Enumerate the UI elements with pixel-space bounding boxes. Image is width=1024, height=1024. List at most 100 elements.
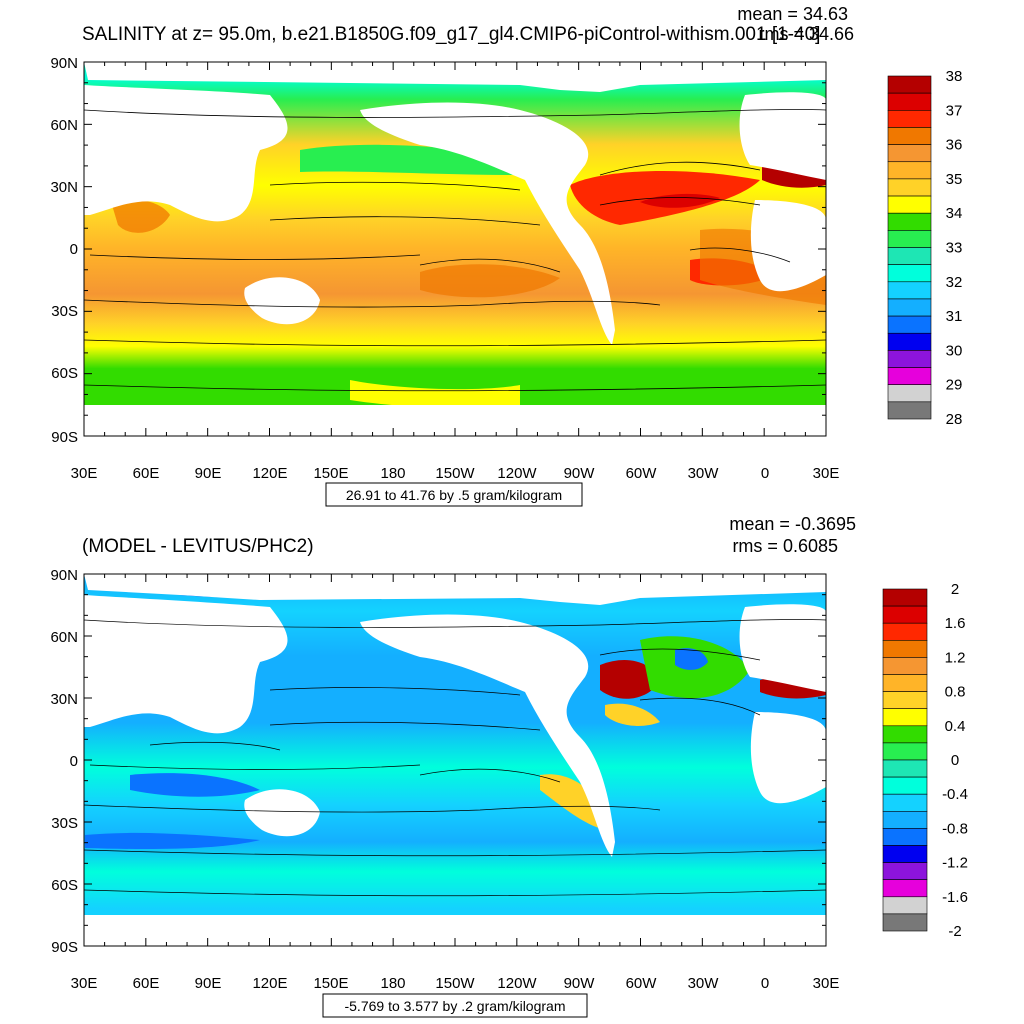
colorbar-swatch — [882, 759, 928, 778]
panel-title: SALINITY at z= 95.0m, b.e21.B1850G.f09_g… — [82, 24, 820, 45]
y-axis: 90N 60N 30N 0 30S 60S 90S — [50, 567, 78, 956]
map-field — [84, 62, 826, 436]
y-axis: 90N 60N 30N 0 30S 60S 90S — [50, 55, 78, 446]
colorbar-label: -0.8 — [942, 820, 968, 837]
colorbar-swatch — [882, 828, 928, 846]
contour-lines — [84, 109, 826, 392]
difference-panel: (MODEL - LEVITUS/PHC2) mean = -0.3695 rm… — [50, 514, 968, 1018]
atlantic-core — [640, 193, 720, 208]
x-tick-label: 150W — [435, 975, 475, 992]
y-tick-label: 90S — [51, 429, 78, 446]
rms-label: rms = 34.66 — [758, 24, 854, 44]
colorbar-label: 0.4 — [945, 718, 966, 735]
x-tick-label: 120E — [252, 975, 287, 992]
colorbar-label: 33 — [946, 240, 963, 257]
colorbar-swatch — [887, 161, 932, 180]
colorbar-label: 36 — [946, 137, 963, 154]
colorbar-label: -0.4 — [942, 786, 968, 803]
caribbean-positive — [605, 703, 660, 726]
x-tick-label: 0 — [761, 465, 769, 482]
y-tick-label: 30S — [51, 815, 78, 832]
x-tick-label: 90E — [195, 975, 222, 992]
colorbar-swatch — [882, 896, 928, 915]
colorbar-swatch — [887, 350, 932, 368]
colorbar-swatch — [882, 708, 928, 727]
colorbar-label: -1.6 — [942, 889, 968, 906]
colorbar-swatch — [882, 810, 928, 829]
colorbar-label: 0 — [951, 752, 959, 769]
x-tick-label: 180 — [380, 465, 405, 482]
colorbar-swatch — [887, 332, 932, 351]
colorbar: 38 37 36 35 34 33 32 31 30 29 28 — [887, 68, 963, 428]
x-tick-label: 120E — [252, 465, 287, 482]
colorbar-swatch — [882, 793, 928, 812]
colorbar-label: 38 — [946, 68, 963, 85]
x-tick-label: 90W — [564, 465, 596, 482]
colorbar-label: -2 — [948, 923, 961, 940]
colorbar-swatch — [882, 845, 928, 863]
y-tick-label: 60S — [51, 877, 78, 894]
colorbar-label: 1.6 — [945, 615, 966, 632]
colorbar-label: 29 — [946, 377, 963, 394]
colorbar-swatch — [882, 639, 928, 658]
y-tick-label: 60S — [51, 365, 78, 382]
y-tick-label: 60N — [50, 117, 78, 134]
colorbar-swatch — [882, 588, 928, 607]
range-label-box: -5.769 to 3.577 by .2 gram/kilogram — [322, 993, 588, 1018]
colorbar-swatch — [882, 691, 928, 709]
y-tick-label: 0 — [70, 753, 78, 770]
colorbar-swatch — [882, 725, 928, 744]
x-tick-label: 60E — [133, 465, 160, 482]
colorbar-label: 37 — [946, 102, 963, 119]
panel-title: (MODEL - LEVITUS/PHC2) — [82, 536, 314, 557]
x-tick-label: 150E — [313, 975, 348, 992]
contour-lines — [84, 619, 826, 897]
range-label-box: 26.91 to 41.76 by .5 gram/kilogram — [325, 482, 583, 507]
y-tick-label: 60N — [50, 629, 78, 646]
mean-label: mean = 34.63 — [737, 4, 848, 24]
x-tick-label: 60W — [626, 975, 658, 992]
x-tick-label: 0 — [761, 975, 769, 992]
y-tick-label: 30N — [50, 691, 78, 708]
colorbar-swatch — [882, 913, 928, 932]
polar-south-yellow — [350, 380, 520, 408]
colorbar-label: -1.2 — [942, 855, 968, 872]
colorbar-swatch — [887, 281, 932, 300]
colorbar-swatch — [887, 110, 932, 128]
colorbar-swatch — [887, 195, 932, 214]
colorbar-label: 32 — [946, 274, 963, 291]
colorbar-swatch — [887, 144, 932, 163]
x-tick-label: 30W — [688, 975, 720, 992]
y-tick-label: 90S — [51, 939, 78, 956]
colorbar-swatch — [887, 247, 932, 265]
colorbar-swatch — [887, 401, 932, 420]
north-atlantic-blue — [675, 648, 708, 670]
colorbar-swatch — [882, 879, 928, 898]
south-ocean-deep — [85, 832, 260, 850]
x-tick-label: 180 — [380, 975, 405, 992]
colorbar-swatch — [887, 298, 932, 317]
tick-marks — [83, 61, 827, 437]
x-tick-label: 60W — [626, 465, 658, 482]
colorbar-swatch — [887, 367, 932, 385]
colorbar-label: 30 — [946, 342, 963, 359]
x-tick-label: 30E — [71, 465, 98, 482]
x-axis: 30E 60E 90E 120E 150E 180 150W 120W 90W … — [71, 465, 840, 482]
colorbar-swatch — [882, 742, 928, 761]
x-tick-label: 120W — [497, 465, 537, 482]
rms-label: rms = 0.6085 — [732, 536, 838, 556]
colorbar-swatch — [887, 92, 932, 111]
colorbar-label: 0.8 — [945, 684, 966, 701]
colorbar-swatch — [882, 674, 928, 692]
x-tick-label: 30W — [688, 465, 720, 482]
colorbar-label: 31 — [946, 308, 963, 325]
y-tick-label: 0 — [70, 241, 78, 258]
colorbar-swatch — [887, 127, 932, 145]
x-tick-label: 120W — [497, 975, 537, 992]
colorbar-swatch — [887, 75, 932, 94]
colorbar-swatch — [887, 315, 932, 334]
colorbar-swatch — [882, 862, 928, 880]
colorbar-swatch — [887, 230, 932, 248]
x-tick-label: 90W — [564, 975, 596, 992]
x-tick-label: 150E — [313, 465, 348, 482]
